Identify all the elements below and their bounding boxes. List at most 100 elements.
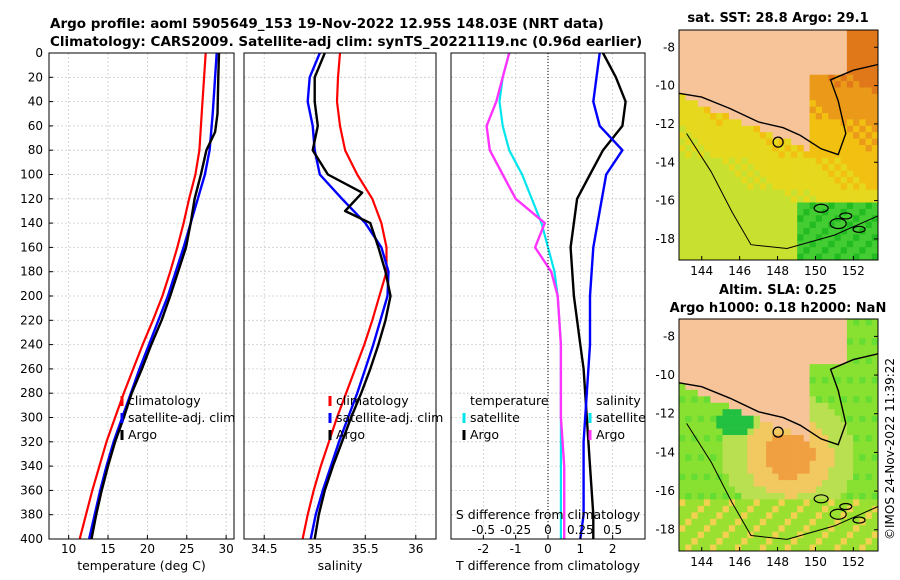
ocean-cell [790,525,798,532]
ocean-cell [703,409,711,416]
ocean-cell [697,512,705,519]
ocean-cell [865,74,873,82]
ocean-cell [790,473,798,481]
ocean-cell [766,247,773,254]
ocean-cell [766,512,773,519]
ocean-cell [828,447,835,455]
argo-position-marker [772,426,784,438]
ocean-cell [790,467,798,474]
ocean-cell [766,189,773,197]
ocean-cell [679,467,686,474]
ocean-cell [728,253,736,261]
ocean-cell [840,377,848,384]
ocean-cell [722,499,729,507]
ocean-cell [859,409,866,416]
ocean-cell [766,505,773,513]
ocean-cell [778,228,785,235]
map-frame [678,29,879,261]
ocean-cell [753,170,761,178]
ocean-cell [840,113,848,120]
ocean-cell [710,138,717,146]
ocean-cell [822,221,829,229]
ocean-cell [722,208,729,216]
ocean-cell [772,240,779,248]
ocean-cell [710,486,717,494]
ocean-cell [685,164,692,171]
ocean-cell [679,125,686,133]
ocean-cell [846,338,854,345]
ocean-cell [728,486,736,494]
ocean-cell [865,30,873,37]
y-tick-label: -18 [655,232,675,246]
ocean-cell [803,473,810,481]
ocean-cell [846,170,854,178]
ocean-cell [865,499,873,507]
ocean-cell [871,240,879,248]
ocean-cell [747,486,754,494]
depth-contour [686,133,879,250]
ocean-cell [722,164,729,171]
ocean-cell [722,518,729,526]
ocean-cell [871,157,879,165]
ocean-cell [728,415,736,423]
ocean-cell [679,164,686,171]
ocean-cell [828,132,835,139]
ocean-cell [735,125,742,133]
ocean-cell [865,428,873,436]
ocean-cell [753,196,761,203]
ocean-cell [853,240,860,248]
ocean-cell [753,215,761,222]
ocean-cell [815,138,823,146]
ocean-cell [846,74,854,82]
ocean-cell [722,253,729,261]
ocean-cell [703,480,711,487]
ocean-cell [766,493,773,500]
ocean-cell [809,389,817,397]
ocean-cell [722,505,729,513]
island-outline [813,494,829,504]
ocean-cell [853,247,860,254]
ocean-cell [803,253,810,261]
ocean-cell [728,240,736,248]
ocean-cell [859,319,866,326]
ocean-cell [859,93,866,101]
ocean-cell [809,157,817,165]
ocean-cell [679,151,686,159]
ocean-cell [778,441,785,449]
ocean-cell [797,525,804,532]
ocean-cell [859,119,866,127]
ocean-cell [865,93,873,101]
ocean-cell [747,435,754,442]
ocean-cell [840,202,848,210]
ocean-cell [716,454,723,461]
x-tick-label: 1 [577,542,585,556]
ocean-cell [809,100,817,107]
ocean-cell [703,151,711,159]
legend-label: satellite [470,410,520,425]
ocean-cell [772,176,779,184]
ocean-cell [716,402,723,410]
y-tick-label: 300 [20,411,43,425]
ocean-cell [766,486,773,494]
ocean-cell [822,240,829,248]
ocean-cell [691,512,698,519]
ocean-cell [728,428,736,436]
ocean-cell [753,460,761,468]
ocean-cell [697,538,705,545]
ocean-cell [853,119,860,127]
ocean-cell [703,247,711,254]
ocean-cell [747,183,754,190]
ocean-cell [728,138,736,146]
ocean-cell [691,486,698,494]
ocean-cell [865,247,873,254]
ocean-cell [722,544,729,552]
ocean-cell [809,364,817,371]
ocean-cell [797,493,804,500]
ocean-cell [790,183,798,190]
ocean-cell [840,100,848,107]
island-outline [852,516,866,524]
ocean-cell [853,208,860,216]
ocean-cell [685,100,692,107]
ocean-cell [865,87,873,95]
